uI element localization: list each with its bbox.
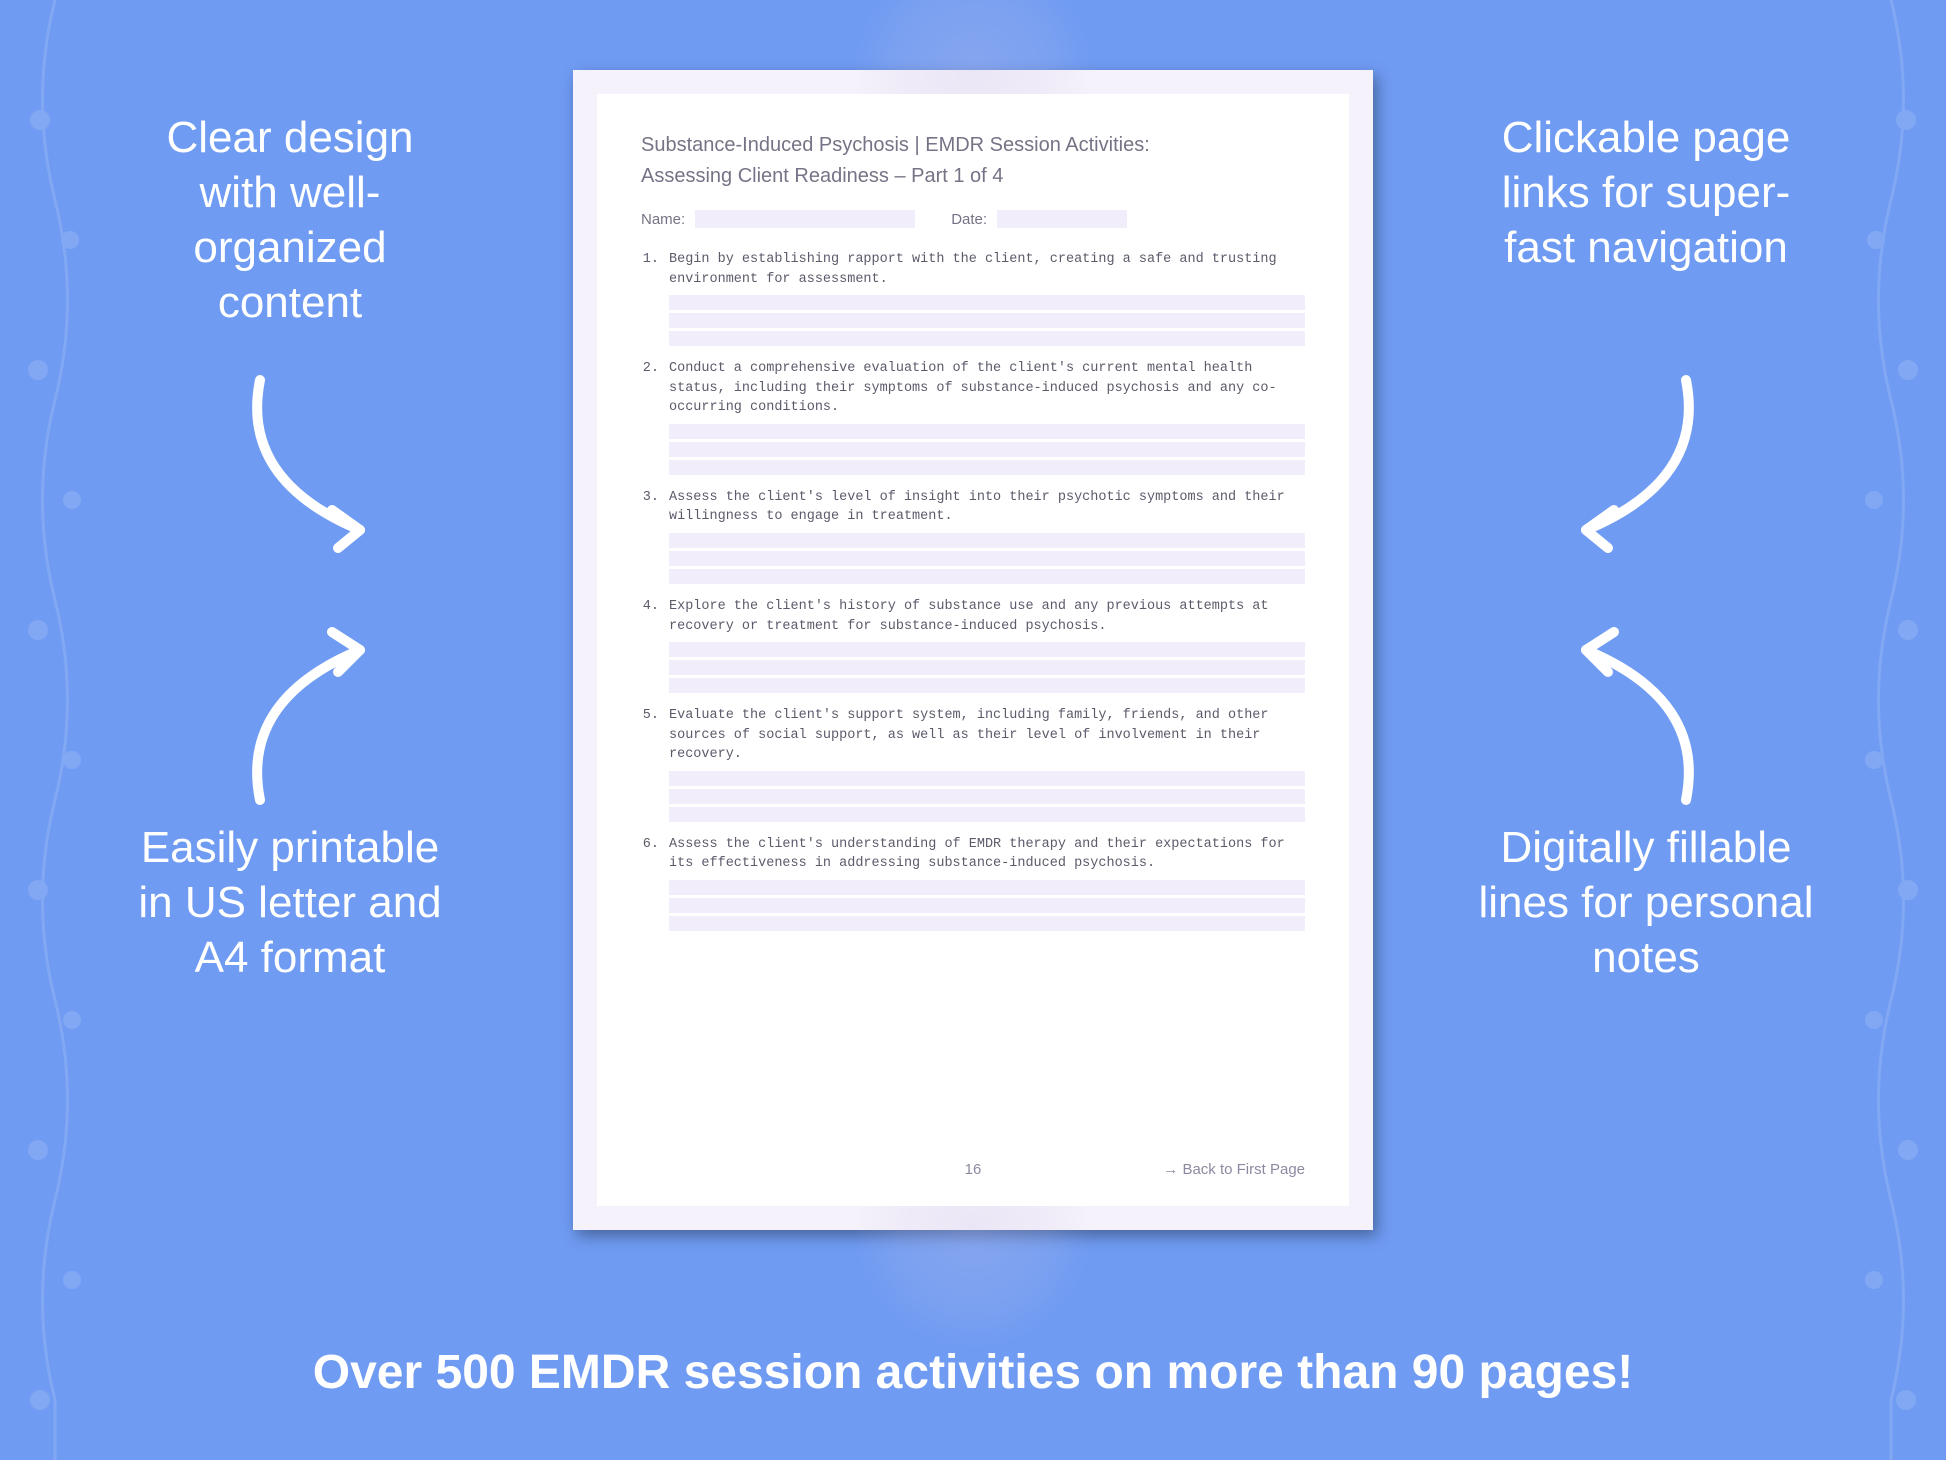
fill-lines[interactable] <box>669 295 1305 346</box>
page-footer: 16 → Back to First Page <box>641 1149 1305 1178</box>
page-title-line1: Substance-Induced Psychosis | EMDR Sessi… <box>641 130 1305 161</box>
item-text: Conduct a comprehensive evaluation of th… <box>669 359 1305 418</box>
bottom-banner-text: Over 500 EMDR session activities on more… <box>0 1345 1946 1400</box>
callout-bottom-right: Digitally fillable lines for personal no… <box>1476 820 1816 985</box>
item-number: 1. <box>641 250 659 349</box>
item-number: 4. <box>641 597 659 696</box>
fill-lines[interactable] <box>669 533 1305 584</box>
arrow-top-left <box>220 360 440 560</box>
item-5: 5. Evaluate the client's support system,… <box>641 706 1305 825</box>
page-number: 16 <box>965 1161 982 1178</box>
name-label: Name: <box>641 211 685 228</box>
arrow-top-right <box>1506 360 1726 560</box>
page-title: Substance-Induced Psychosis | EMDR Sessi… <box>641 130 1305 192</box>
item-3: 3. Assess the client's level of insight … <box>641 488 1305 587</box>
name-field: Name: <box>641 210 915 228</box>
back-to-first-page-link[interactable]: → Back to First Page <box>1163 1161 1305 1178</box>
document-preview: Substance-Induced Psychosis | EMDR Sessi… <box>573 70 1373 1230</box>
item-number: 6. <box>641 835 659 934</box>
item-number: 3. <box>641 488 659 587</box>
callout-bottom-left: Easily printable in US letter and A4 for… <box>130 820 450 985</box>
date-label: Date: <box>951 211 987 228</box>
item-text: Explore the client's history of substanc… <box>669 597 1305 636</box>
name-date-row: Name: Date: <box>641 210 1305 228</box>
item-number: 5. <box>641 706 659 825</box>
arrow-bottom-right <box>1506 620 1726 820</box>
page-title-line2: Assessing Client Readiness – Part 1 of 4 <box>641 161 1305 192</box>
item-number: 2. <box>641 359 659 478</box>
date-input-fill[interactable] <box>997 210 1127 228</box>
vine-decoration-left <box>0 0 110 1460</box>
callout-top-right: Clickable page links for super-fast navi… <box>1476 110 1816 275</box>
fill-lines[interactable] <box>669 771 1305 822</box>
items-list: 1. Begin by establishing rapport with th… <box>641 250 1305 1149</box>
item-1: 1. Begin by establishing rapport with th… <box>641 250 1305 349</box>
vine-decoration-right <box>1836 0 1946 1460</box>
item-text: Begin by establishing rapport with the c… <box>669 250 1305 289</box>
item-text: Evaluate the client's support system, in… <box>669 706 1305 765</box>
item-2: 2. Conduct a comprehensive evaluation of… <box>641 359 1305 478</box>
fill-lines[interactable] <box>669 880 1305 931</box>
item-4: 4. Explore the client's history of subst… <box>641 597 1305 696</box>
callout-top-left: Clear design with well-organized content <box>130 110 450 330</box>
item-text: Assess the client's level of insight int… <box>669 488 1305 527</box>
fill-lines[interactable] <box>669 424 1305 475</box>
name-input-fill[interactable] <box>695 210 915 228</box>
item-text: Assess the client's understanding of EMD… <box>669 835 1305 874</box>
item-6: 6. Assess the client's understanding of … <box>641 835 1305 934</box>
worksheet-page: Substance-Induced Psychosis | EMDR Sessi… <box>597 94 1349 1206</box>
date-field: Date: <box>951 210 1127 228</box>
fill-lines[interactable] <box>669 642 1305 693</box>
arrow-bottom-left <box>220 620 440 820</box>
